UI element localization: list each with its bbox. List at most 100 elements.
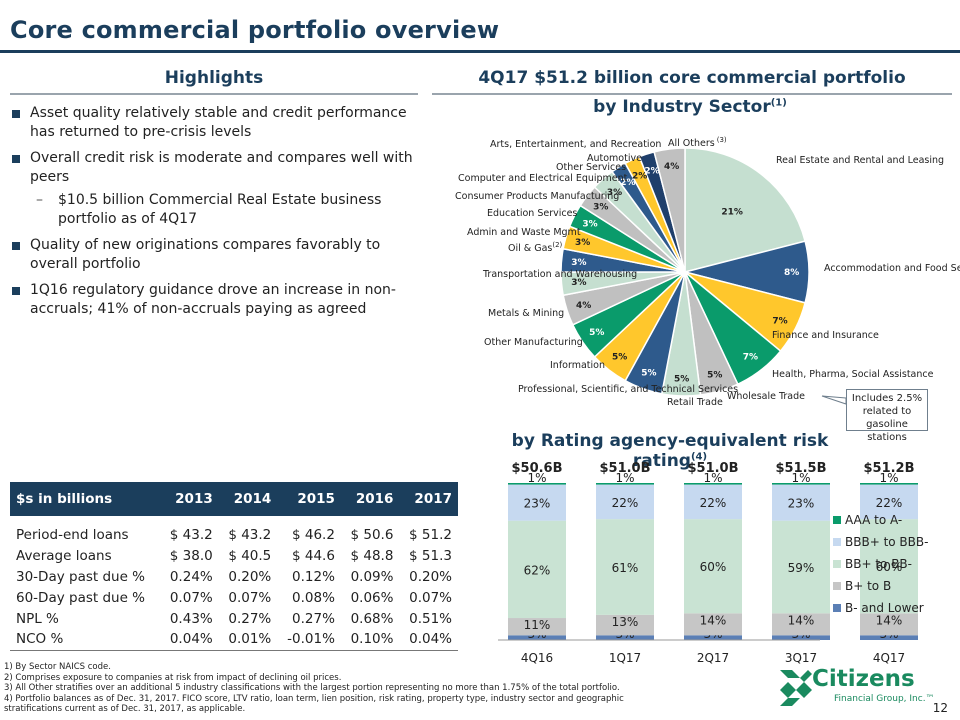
pie-slice-percent: 7% [743, 352, 758, 362]
table-cell: $ 46.2 [291, 526, 335, 543]
title-rule [0, 50, 960, 53]
portfolio-rule [432, 93, 952, 95]
bar-segment-label: 3% [879, 627, 898, 641]
bar-segment-label: 62% [524, 563, 551, 577]
pie-label-text: All Others [668, 138, 715, 149]
bar-segment-label: 1% [791, 471, 810, 485]
bar-segments: 3%11%62%23%1%3%13%61%22%1%3%14%60%22%1%3… [508, 471, 918, 641]
table-cell: $ 40.5 [228, 547, 272, 564]
pie-percent-labels: 21%8%7%7%5%5%5%5%5%4%3%3%3%3%3%3%2%2%2% 4… [571, 162, 799, 384]
table-cell: 0.43% [169, 610, 213, 627]
bar-segment-label: 3% [527, 627, 546, 641]
bar-segment [508, 483, 566, 485]
pie-slice-percent: 3% [571, 258, 586, 268]
bar-segment-label: 60% [876, 560, 903, 574]
bar-segment-label: 23% [524, 497, 551, 511]
table-cell: Period-end loans [16, 526, 129, 543]
pie-label: Oil & Gas(2) [508, 241, 563, 254]
pie-slice [560, 271, 686, 297]
bar-segment [596, 483, 654, 485]
bar-segment [772, 484, 830, 521]
pie-slice-percent: 7% [772, 316, 787, 326]
pie-slice-percent: 3% [571, 278, 586, 288]
bar-category-label: 3Q17 [785, 651, 817, 665]
pie-slice-percent: 8% [784, 268, 799, 278]
bar-segment-label: 1% [879, 471, 898, 485]
pie-label: Admin and Waste Mgmt [467, 227, 581, 238]
credit-metrics-table: $s in billions 2013 2014 2015 2016 2017 … [10, 482, 458, 651]
bar-segment-label: 22% [700, 496, 727, 510]
table-cell: 0.06% [350, 589, 394, 606]
bar-segment [860, 483, 918, 485]
legend-swatch [833, 560, 841, 568]
bar-segment [860, 484, 918, 520]
bar-legend: AAA to A- BBB+ to BBB- BB+ to BB- B+ to B B-… [833, 513, 928, 615]
pie-slice [684, 240, 810, 304]
bar-segment-label: 1% [615, 471, 634, 485]
footnote: 1) By Sector NAICS code. [4, 662, 111, 672]
pie-slice-percent: 4% [664, 162, 679, 172]
bar-segment [772, 520, 830, 614]
table-cell: $ 51.3 [409, 547, 452, 564]
bar-heading-text: by Rating agency-equivalent risk rating [511, 431, 829, 471]
bar-segment-label: 59% [788, 561, 815, 575]
table-cell: 0.20% [228, 568, 272, 585]
table-cell: 0.68% [350, 610, 394, 627]
table-cell: 0.01% [218, 629, 278, 651]
pie-label: Consumer Products Manufacturing [455, 191, 619, 202]
pie-label: Metals & Mining [488, 308, 564, 319]
pie-label: Arts, Entertainment, and Recreation [490, 139, 661, 150]
table-cell: 0.04% [160, 629, 219, 651]
pie-slice-percent: 5% [674, 375, 689, 385]
pie-label: Other Manufacturing [484, 337, 583, 348]
highlights-list: Asset quality relatively stable and cred… [10, 104, 415, 326]
pie-heading-sup: (1) [770, 97, 787, 109]
pie-slice [562, 271, 686, 326]
legend-swatch [833, 604, 841, 612]
table-cell: 0.20% [409, 568, 452, 585]
table-cell: 0.08% [292, 589, 335, 606]
table-row: Period-end loans $ 43.2 $ 43.2 $ 46.2 $ 50.6… [10, 516, 458, 545]
pie-label: Other Services [556, 162, 626, 173]
table-cell: -0.01% [277, 629, 341, 651]
pie-slice [660, 271, 702, 397]
table-cell: $ 38.0 [169, 547, 213, 564]
bar-segment-label: 60% [700, 560, 727, 574]
table-header: 2015 [277, 482, 341, 516]
pie-slice [593, 170, 686, 273]
bar-segment-label: 14% [788, 613, 815, 627]
pie-label: Finance and Insurance [772, 330, 879, 341]
table-cell: $ 51.2 [409, 526, 452, 543]
pie-heading: by Industry Sector(1) [560, 97, 820, 117]
highlight-bullet: 1Q16 regulatory guidance drove an increa… [10, 281, 415, 319]
bar-segment [860, 613, 918, 636]
bar-segment [860, 635, 918, 640]
pie-slice [684, 271, 782, 386]
table-cell: $ 50.6 [350, 526, 394, 543]
table-cell: 0.10% [340, 629, 400, 651]
legend-label: BB+ to BB- [845, 557, 912, 571]
gasoline-callout: Includes 2.5% related to gasoline statio… [846, 389, 928, 443]
bar-segment-label: 3% [703, 627, 722, 641]
pie-label: Automotive [587, 153, 642, 164]
footnote: 2) Comprises exposure to companies at ri… [4, 672, 342, 683]
pie-label: Computer and Electrical Equipment [458, 173, 628, 184]
legend-swatch [833, 516, 841, 524]
logo-name: Citizens [812, 666, 915, 692]
footnotes: 1) By Sector NAICS code. 2) Comprises ex… [4, 662, 644, 715]
highlights-rule [10, 93, 418, 95]
table-cell: 0.51% [409, 610, 452, 627]
pie-slice [684, 271, 807, 353]
bar-segment-label: 23% [788, 497, 815, 511]
citizens-logo-icon [780, 670, 812, 706]
pie-slice-percent: 5% [612, 352, 627, 362]
pie-heading-text: by Industry Sector [593, 97, 771, 117]
bar-segment [684, 635, 742, 640]
table-header: $s in billions [10, 482, 161, 516]
pie-slice [624, 155, 686, 273]
portfolio-heading: 4Q17 $51.2 billion core commercial portf… [478, 68, 906, 88]
pie-slice [560, 247, 686, 273]
bar-segment [684, 519, 742, 614]
pie-slice [611, 162, 686, 273]
pie-slice [684, 147, 807, 273]
